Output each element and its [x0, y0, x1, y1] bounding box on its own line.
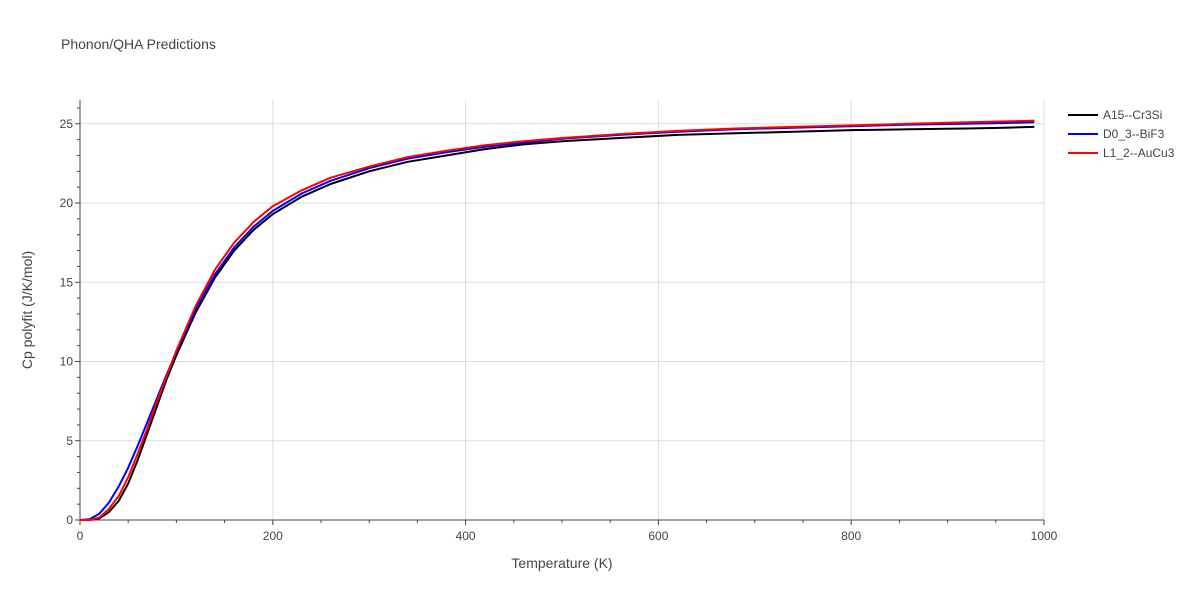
axes [75, 100, 1045, 525]
legend-item[interactable]: A15--Cr3Si [1068, 108, 1162, 122]
y-tick-label: 15 [60, 275, 74, 289]
legend-label: D0_3--BiF3 [1103, 127, 1165, 141]
chart-title: Phonon/QHA Predictions [61, 36, 216, 52]
series-lines [79, 119, 1035, 521]
y-axis-title: Cp polyfit (J/K/mol) [19, 251, 35, 369]
x-tick-label: 600 [648, 529, 668, 543]
x-tick-label: 0 [77, 529, 84, 543]
legend[interactable]: A15--Cr3Si D0_3--BiF3 L1_2--AuCu3 [1068, 108, 1175, 160]
x-tick-label: 1000 [1031, 529, 1058, 543]
x-tick-label: 800 [841, 529, 861, 543]
tick-labels: 0 200 400 600 800 1000 0 5 10 15 20 25 [60, 117, 1058, 543]
x-tick-label: 200 [263, 529, 283, 543]
legend-item[interactable]: L1_2--AuCu3 [1068, 146, 1175, 160]
x-axis-title: Temperature (K) [511, 555, 612, 571]
y-tick-label: 10 [60, 355, 74, 369]
x-tick-label: 400 [456, 529, 476, 543]
series-line [80, 119, 1035, 521]
y-tick-label: 20 [60, 196, 74, 210]
legend-label: L1_2--AuCu3 [1103, 146, 1175, 160]
legend-label: A15--Cr3Si [1103, 108, 1162, 122]
y-tick-label: 0 [66, 513, 73, 527]
grid-lines [80, 100, 1045, 520]
y-tick-label: 5 [66, 434, 73, 448]
series-line [80, 125, 1035, 521]
legend-item[interactable]: D0_3--BiF3 [1068, 127, 1165, 141]
series-line [79, 121, 1035, 521]
y-tick-label: 25 [60, 117, 74, 131]
